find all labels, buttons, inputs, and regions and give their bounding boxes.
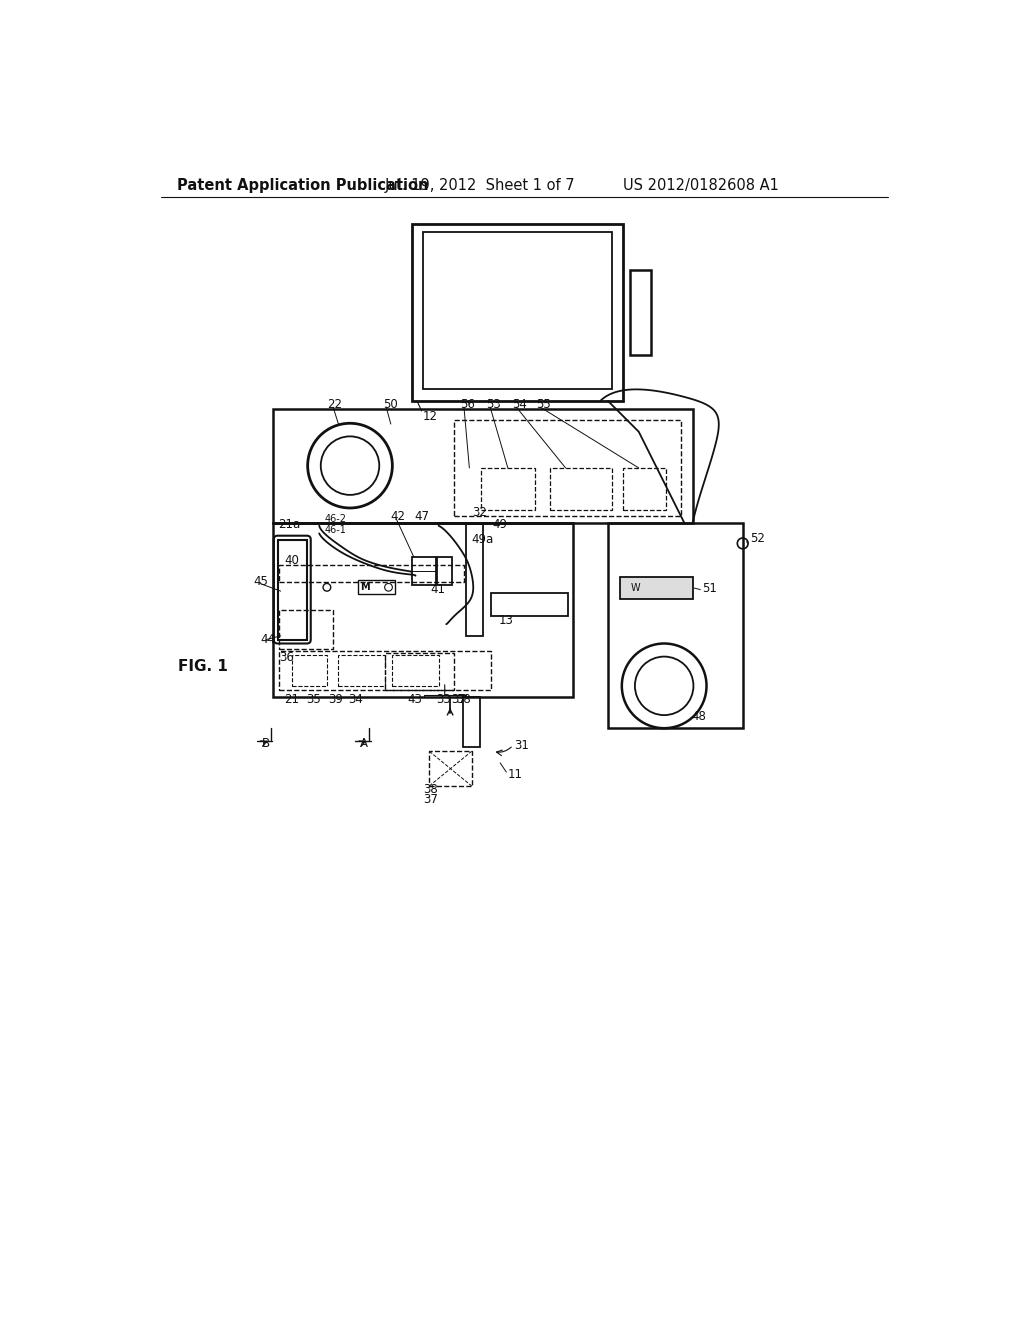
Bar [481,469,535,511]
Text: 49a: 49a [471,533,494,546]
Text: US 2012/0182608 A1: US 2012/0182608 A1 [624,178,779,193]
Text: 43: 43 [408,693,423,706]
Bar [437,557,453,585]
Text: 38: 38 [423,783,438,796]
Text: M: M [360,582,370,593]
Text: 42: 42 [391,510,406,523]
Text: 39: 39 [328,693,343,706]
Bar [412,224,624,401]
Text: 37: 37 [423,793,438,807]
Bar [357,581,394,594]
Bar [454,420,681,516]
Text: 21a: 21a [279,517,301,531]
Text: 35: 35 [306,693,321,706]
Bar [550,469,611,511]
Text: 41: 41 [431,583,445,597]
Text: 46-2: 46-2 [325,513,346,524]
Text: 50: 50 [383,399,398,412]
Bar [621,577,693,599]
Bar [292,655,327,686]
Text: 48: 48 [691,710,706,723]
Bar [624,469,666,511]
Bar [339,655,385,686]
Text: 34: 34 [348,693,362,706]
Bar [490,593,568,615]
Bar [278,540,307,640]
Text: 13: 13 [499,614,513,627]
Text: 45: 45 [254,576,268,589]
Bar [273,409,692,523]
Text: Jul. 19, 2012  Sheet 1 of 7: Jul. 19, 2012 Sheet 1 of 7 [385,178,575,193]
Text: 38: 38 [457,693,471,706]
Bar [392,655,438,686]
Bar [385,653,454,689]
Text: 12: 12 [423,409,438,422]
Text: 46-1: 46-1 [325,525,346,536]
Bar [429,751,472,785]
Bar [280,610,333,649]
Text: 55: 55 [537,399,551,412]
Text: 51: 51 [701,582,717,594]
Bar [280,651,490,689]
Text: 44: 44 [260,634,274,647]
Bar [608,523,742,729]
Text: 49: 49 [493,517,508,531]
Bar [423,231,611,389]
Bar [280,565,464,582]
Bar [412,557,436,585]
Text: W: W [631,583,641,593]
Text: 40: 40 [285,554,299,566]
Bar [273,523,573,697]
Text: 33: 33 [436,693,451,706]
Text: A: A [360,737,368,750]
Text: 21: 21 [285,693,300,706]
Text: 37: 37 [452,693,467,706]
Text: 54: 54 [512,399,527,412]
Text: FIG. 1: FIG. 1 [178,659,228,675]
Text: 11: 11 [508,768,523,781]
Text: 22: 22 [327,399,342,412]
Text: Patent Application Publication: Patent Application Publication [177,178,428,193]
Text: 31: 31 [514,739,528,751]
Bar [466,524,483,636]
Text: 52: 52 [751,532,765,545]
Text: 36: 36 [280,651,294,664]
Bar [630,271,651,355]
Text: B: B [261,737,269,750]
Bar [463,697,480,747]
Text: 32: 32 [472,506,487,519]
Text: 56: 56 [460,399,475,412]
Text: 53: 53 [486,399,501,412]
Text: 47: 47 [414,510,429,523]
